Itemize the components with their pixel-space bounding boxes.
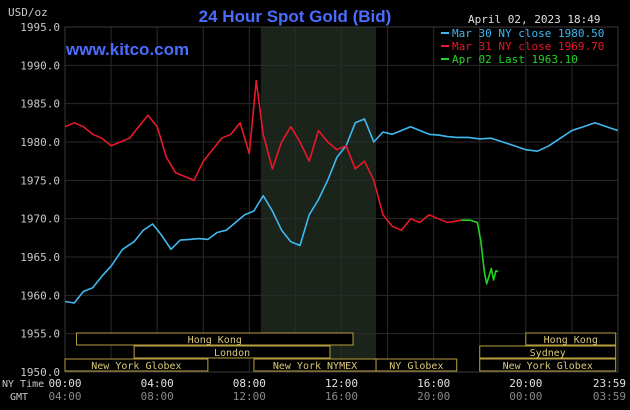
website-watermark[interactable]: www.kitco.com [65,40,189,59]
session-label: New York Globex [503,361,593,372]
y-tick-label: 1965.0 [20,251,60,264]
session-box [479,358,617,372]
legend-item-0: Mar 30 NY close 1980.50 [452,27,604,40]
plot-frame [64,26,619,373]
session-label: Sydney [530,348,566,359]
market-sessions: Hong Kong Hong Kong London Sydney New York G… [64,332,617,372]
session-label: Hong Kong [544,335,598,346]
series-line-2 [461,219,499,285]
y-tick-label: 1995.0 [20,21,60,34]
ny-time-label: NY Time [2,379,44,390]
x-tick-ny: 20:00 [509,377,542,390]
session-label: New York Globex [91,361,181,372]
session-label: New York NYMEX [273,361,357,372]
series-line-1 [64,79,462,231]
legend: Mar 30 NY close 1980.50 Mar 31 NY close … [441,27,604,66]
x-tick-ny: 16:00 [417,377,450,390]
y-tick-label: 1990.0 [20,59,60,72]
y-axis-ticks: 1950.0 1955.0 1960.0 1965.0 1970.0 1975.0 1980… [20,21,60,379]
series-line-0 [64,118,619,304]
session-label: Hong Kong [188,335,242,346]
session-box [479,345,617,359]
x-tick-ny: 04:00 [141,377,174,390]
x-tick-gmt: 08:00 [141,390,174,403]
price-series [64,79,619,304]
y-axis-unit: USD/oz [8,6,48,19]
x-tick-gmt: 16:00 [325,390,358,403]
y-tick-label: 1955.0 [20,328,60,341]
y-tick-label: 1975.0 [20,174,60,187]
session-box [76,332,354,346]
x-tick-ny: 00:00 [48,377,81,390]
session-box [64,358,209,372]
y-tick-label: 1960.0 [20,289,60,302]
session-label: NY Globex [389,361,443,372]
x-tick-gmt: 12:00 [233,390,266,403]
session-box [375,358,458,372]
x-tick-ny: 23:59 [593,377,626,390]
y-tick-label: 1980.0 [20,136,60,149]
x-tick-ny: 12:00 [325,377,358,390]
timestamp: April 02, 2023 18:49 [468,13,600,26]
session-box [133,345,331,359]
x-tick-gmt: 00:00 [509,390,542,403]
gmt-label: GMT [10,392,28,403]
x-tick-gmt: 03:59 [593,390,626,403]
legend-item-2: Apr 02 Last 1963.10 [452,53,578,66]
session-box [525,332,617,346]
y-tick-label: 1985.0 [20,98,60,111]
y-tick-label: 1970.0 [20,213,60,226]
grid [64,26,619,373]
y-tick-label: 1950.0 [20,366,60,379]
x-tick-gmt: 20:00 [417,390,450,403]
session-label: London [214,348,250,359]
x-tick-gmt: 04:00 [48,390,81,403]
legend-item-1: Mar 31 NY close 1969.70 [452,40,604,53]
x-tick-ny: 08:00 [233,377,266,390]
chart-title: 24 Hour Spot Gold (Bid) [199,7,392,26]
x-axis-ticks: 00:0004:0004:0008:0008:0012:0012:0016:00… [48,377,626,403]
